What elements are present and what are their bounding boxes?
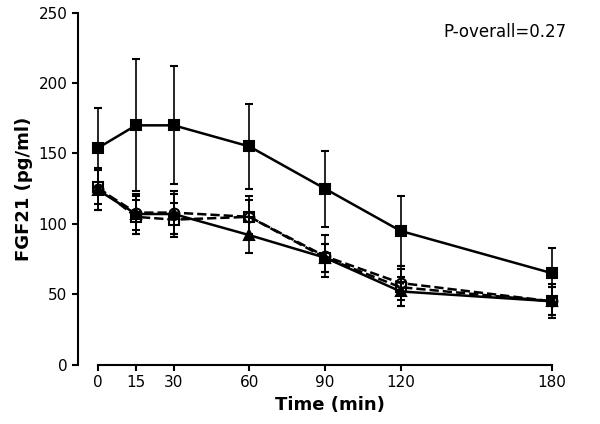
X-axis label: Time (min): Time (min) xyxy=(275,396,385,414)
Text: P-overall=0.27: P-overall=0.27 xyxy=(444,23,567,41)
Y-axis label: FGF21 (pg/ml): FGF21 (pg/ml) xyxy=(15,117,33,261)
